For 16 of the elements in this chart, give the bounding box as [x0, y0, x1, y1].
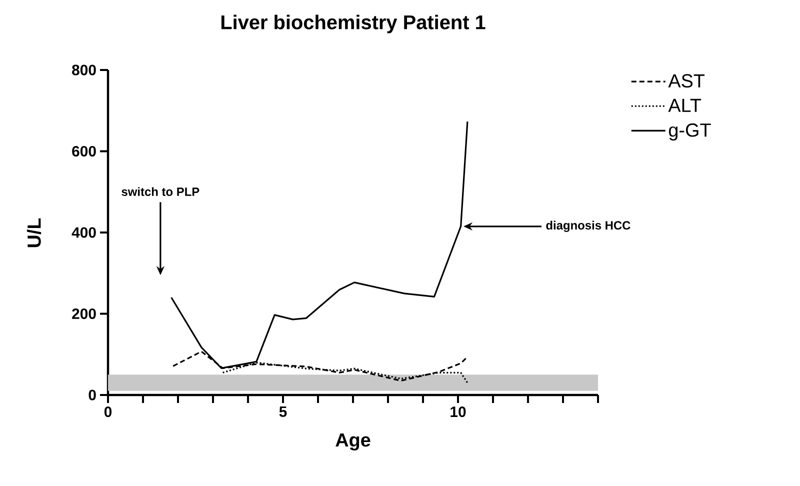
- legend-label: ALT: [668, 98, 702, 112]
- y-tick-label: 0: [88, 390, 96, 400]
- x-tick-label: 0: [104, 406, 112, 418]
- y-tick-label: 200: [72, 308, 96, 320]
- chart-title: Liver biochemistry Patient 1: [221, 14, 486, 34]
- y-tick-label: 600: [72, 146, 96, 157]
- legend-label: AST: [668, 74, 705, 88]
- x-tick-label: 5: [279, 406, 287, 417]
- annotation: diagnosis HCC: [546, 220, 630, 232]
- annotation: switch to PLP: [122, 187, 200, 196]
- y-axis-title: U/L: [26, 218, 42, 248]
- legend-label: g-GT: [668, 123, 711, 141]
- y-tick-label: 800: [72, 64, 96, 76]
- y-tick-label: 400: [72, 227, 96, 238]
- x-axis-title: Age: [336, 433, 370, 451]
- x-tick-label: 10: [450, 406, 466, 418]
